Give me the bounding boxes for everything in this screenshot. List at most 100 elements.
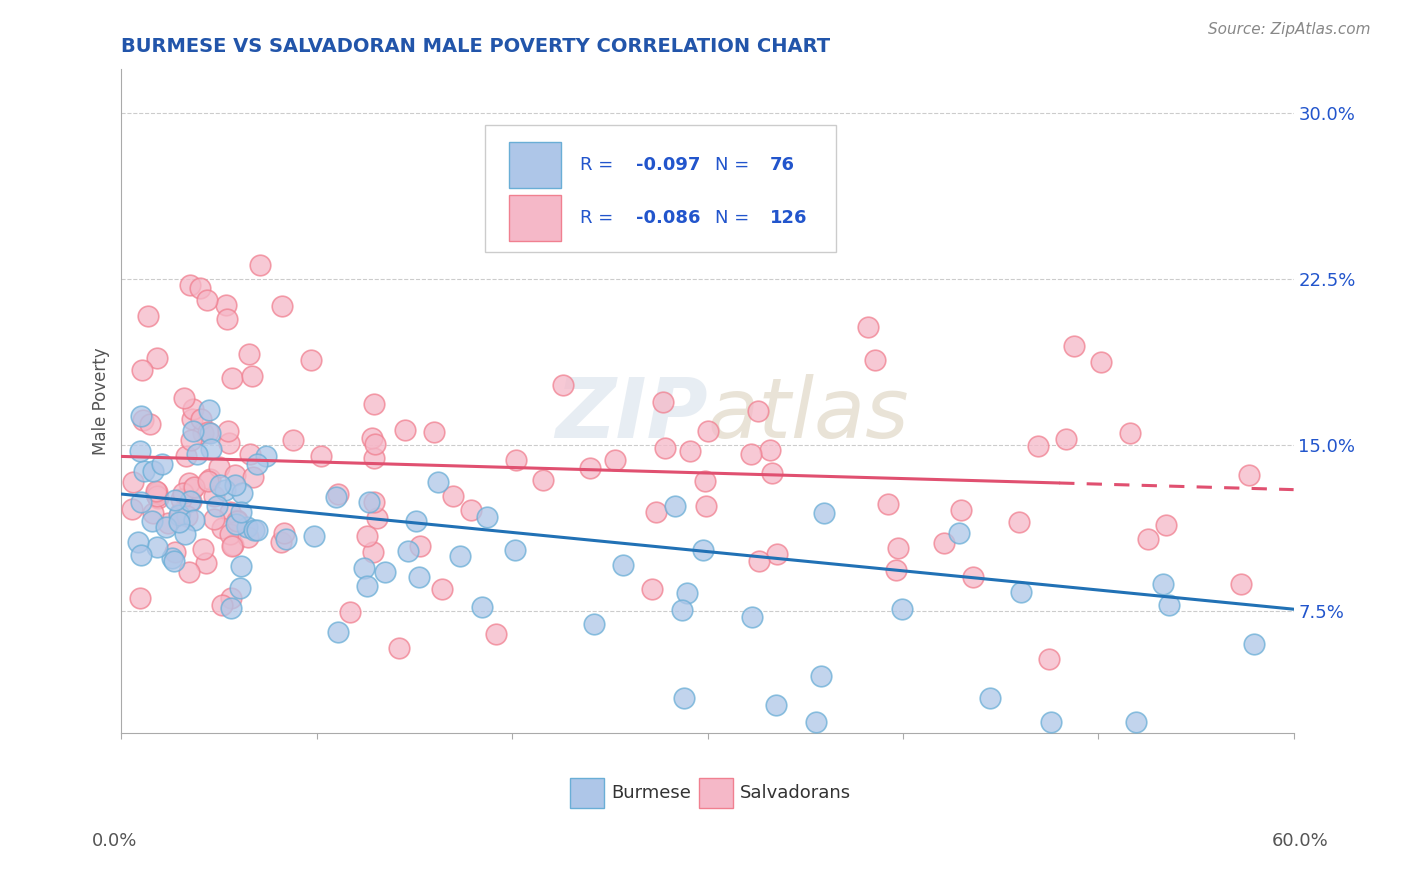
Point — [363, 494, 385, 508]
Point — [246, 523, 269, 537]
Point — [761, 466, 783, 480]
Point — [645, 505, 668, 519]
Point — [813, 506, 835, 520]
Point — [423, 425, 446, 439]
Point — [274, 532, 297, 546]
Point — [863, 353, 886, 368]
Point — [131, 412, 153, 426]
Point — [177, 565, 200, 579]
Point — [1063, 339, 1085, 353]
Point — [211, 521, 233, 535]
Point — [877, 497, 900, 511]
Point — [460, 503, 482, 517]
Point — [325, 491, 347, 505]
Text: 60.0%: 60.0% — [1272, 831, 1329, 849]
Point — [759, 443, 782, 458]
Point — [485, 627, 508, 641]
Point — [361, 545, 384, 559]
Point — [128, 591, 150, 605]
Point — [503, 543, 526, 558]
Point — [239, 447, 262, 461]
Point — [810, 668, 832, 682]
Point — [405, 514, 427, 528]
Point — [1230, 577, 1253, 591]
Point — [190, 412, 212, 426]
Point — [214, 483, 236, 497]
Point — [551, 377, 574, 392]
Point — [640, 582, 662, 597]
Point — [221, 371, 243, 385]
Point — [170, 492, 193, 507]
Text: BURMESE VS SALVADORAN MALE POVERTY CORRELATION CHART: BURMESE VS SALVADORAN MALE POVERTY CORRE… — [121, 37, 831, 56]
Point — [202, 489, 225, 503]
Point — [218, 436, 240, 450]
Point — [236, 530, 259, 544]
Point — [224, 467, 246, 482]
Text: N =: N = — [714, 156, 755, 174]
Point — [214, 298, 236, 312]
Point — [692, 543, 714, 558]
Point — [339, 606, 361, 620]
Point — [766, 547, 789, 561]
Point — [949, 503, 972, 517]
Point — [146, 489, 169, 503]
Point — [671, 603, 693, 617]
Point — [249, 258, 271, 272]
Point — [204, 512, 226, 526]
Text: R =: R = — [579, 156, 619, 174]
Point — [218, 505, 240, 519]
Point — [302, 529, 325, 543]
Point — [672, 691, 695, 706]
Point — [1159, 598, 1181, 612]
Point — [131, 363, 153, 377]
Point — [155, 520, 177, 534]
Point — [962, 570, 984, 584]
Point — [180, 482, 202, 496]
Point — [156, 516, 179, 530]
Point — [891, 602, 914, 616]
Text: -0.086: -0.086 — [636, 210, 700, 227]
Point — [430, 582, 453, 597]
Point — [363, 396, 385, 410]
Text: 126: 126 — [769, 210, 807, 227]
Point — [388, 640, 411, 655]
Point — [747, 403, 769, 417]
FancyBboxPatch shape — [485, 126, 837, 252]
Point — [191, 541, 214, 556]
FancyBboxPatch shape — [571, 779, 605, 807]
Point — [311, 449, 333, 463]
Point — [1039, 715, 1062, 730]
Point — [441, 489, 464, 503]
Point — [208, 478, 231, 492]
Point — [741, 609, 763, 624]
Point — [128, 443, 150, 458]
Point — [145, 487, 167, 501]
Point — [356, 529, 378, 543]
Text: ZIP: ZIP — [555, 374, 707, 455]
Y-axis label: Male Poverty: Male Poverty — [93, 347, 110, 455]
Point — [695, 499, 717, 513]
Point — [173, 392, 195, 406]
Point — [353, 561, 375, 575]
FancyBboxPatch shape — [699, 779, 734, 807]
Point — [979, 690, 1001, 705]
Point — [172, 486, 194, 500]
Point — [449, 549, 471, 563]
Point — [221, 538, 243, 552]
Point — [186, 447, 208, 461]
Point — [679, 444, 702, 458]
Point — [180, 494, 202, 508]
Point — [219, 600, 242, 615]
Point — [131, 409, 153, 423]
Point — [1152, 576, 1174, 591]
Point — [1125, 715, 1147, 730]
Point — [146, 351, 169, 365]
Point — [229, 582, 252, 596]
Text: atlas: atlas — [707, 374, 910, 455]
Point — [177, 475, 200, 490]
Point — [238, 347, 260, 361]
Text: R =: R = — [579, 210, 619, 227]
Text: Source: ZipAtlas.com: Source: ZipAtlas.com — [1208, 22, 1371, 37]
Point — [221, 539, 243, 553]
Point — [188, 281, 211, 295]
